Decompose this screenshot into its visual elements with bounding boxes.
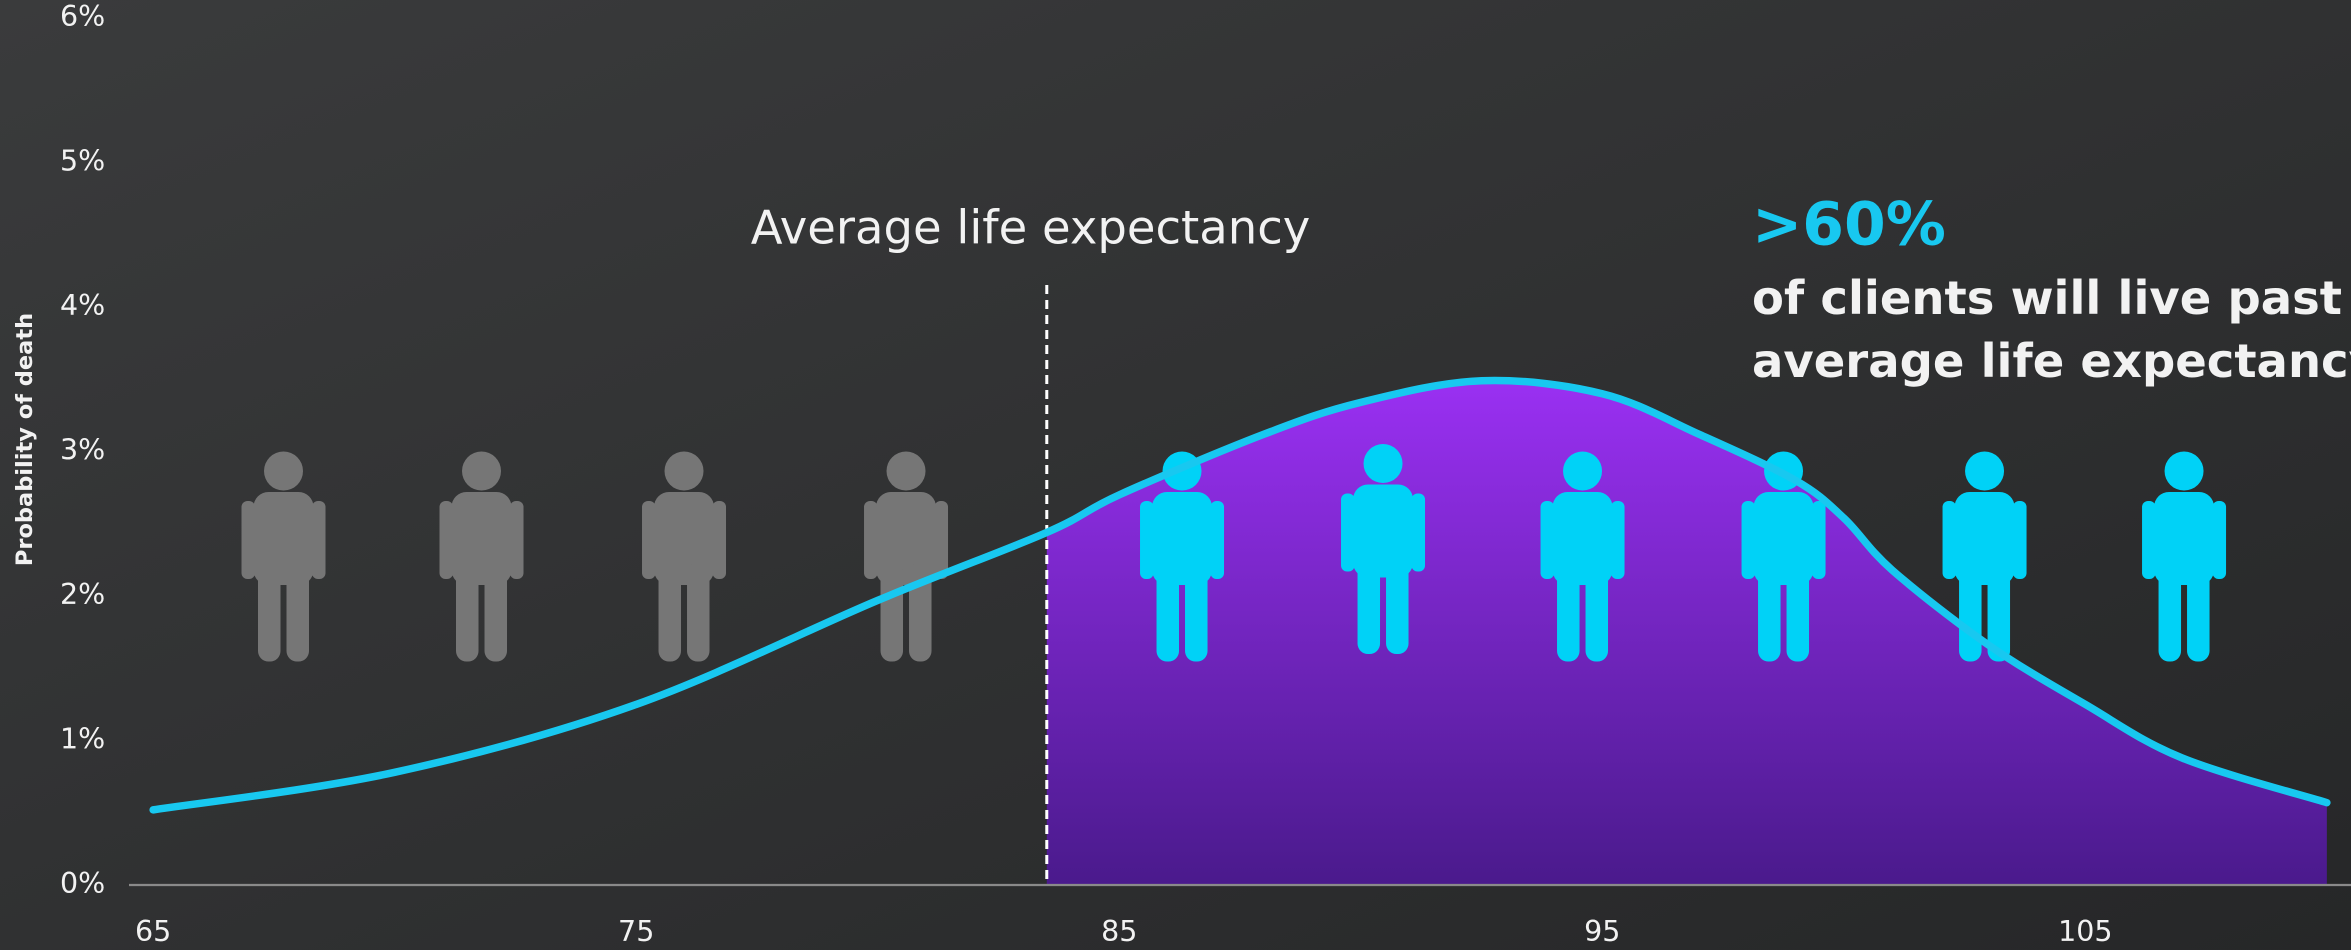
y-axis-label: Probability of death	[12, 313, 38, 566]
line-series	[149, 376, 2331, 814]
person-icon	[439, 451, 524, 662]
x-tick-label: 75	[618, 915, 654, 948]
callout-highlight: >60%	[1752, 190, 1946, 260]
y-tick-label: 0%	[60, 867, 105, 900]
person-icon	[642, 451, 727, 662]
person-icon	[1341, 444, 1426, 655]
person-icon	[1741, 451, 1826, 662]
callout-line: average life expectancy	[1752, 334, 2351, 388]
y-tick-label: 6%	[60, 0, 105, 33]
person-icon	[1540, 451, 1625, 662]
y-tick-label: 5%	[60, 145, 105, 178]
x-tick-label: 85	[1101, 915, 1137, 948]
y-tick-label: 3%	[60, 434, 105, 467]
x-tick-label: 65	[135, 915, 171, 948]
person-icon	[2142, 451, 2227, 662]
x-tick-label: 105	[2058, 915, 2112, 948]
y-tick-label: 2%	[60, 578, 105, 611]
y-tick-label: 1%	[60, 723, 105, 756]
callout-line: of clients will live past	[1752, 271, 2342, 325]
person-icon	[241, 451, 326, 662]
x-tick-label: 95	[1584, 915, 1620, 948]
y-tick-label: 4%	[60, 289, 105, 322]
annotation-label: Average life expectancy	[751, 201, 1311, 255]
person-icon	[1942, 451, 2027, 662]
